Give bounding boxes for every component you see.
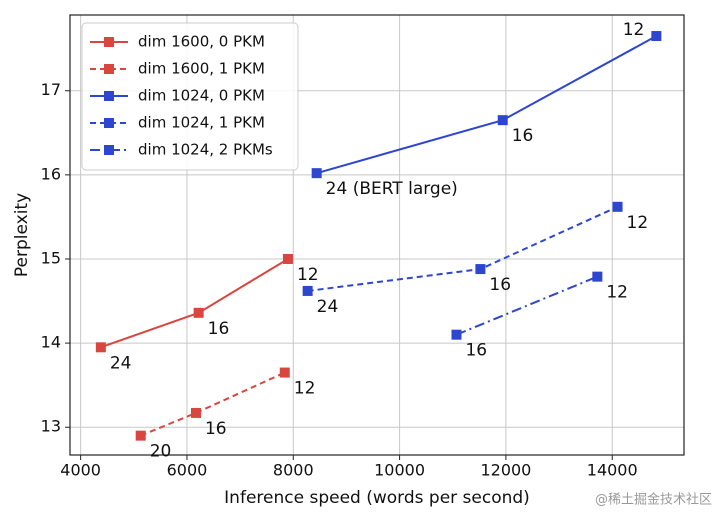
data-point	[311, 168, 322, 179]
y-axis-label: Perplexity	[12, 193, 32, 277]
series-line	[456, 275, 598, 336]
x-tick-label: 14000	[587, 461, 638, 480]
data-point	[135, 430, 146, 441]
watermark: @稀土掘金技术社区	[595, 492, 712, 508]
legend-label: dim 1024, 0 PKM	[138, 87, 265, 105]
point-label: 12	[606, 283, 628, 303]
data-point	[451, 329, 462, 340]
point-label: 20	[150, 442, 172, 462]
x-axis-label: Inference speed (words per second)	[224, 488, 530, 508]
plot-frame	[69, 14, 685, 456]
legend-marker	[104, 64, 114, 74]
data-point	[193, 307, 204, 318]
point-label: 24 (BERT large)	[326, 179, 458, 199]
data-point	[302, 285, 313, 296]
legend-label: dim 1600, 0 PKM	[138, 33, 265, 51]
legend-marker	[104, 118, 114, 128]
legend-label: dim 1024, 1 PKM	[138, 114, 265, 132]
data-point	[475, 264, 486, 275]
legend-marker	[104, 37, 114, 47]
point-label: 12	[623, 20, 645, 40]
x-tick-label: 4000	[60, 461, 101, 480]
point-label: 24	[317, 297, 339, 317]
point-label: 16	[512, 126, 534, 146]
series-line	[316, 35, 657, 175]
y-tick-label: 14	[41, 333, 61, 352]
data-point	[612, 201, 623, 212]
legend-label: dim 1600, 1 PKM	[138, 60, 265, 78]
data-point	[279, 367, 290, 378]
y-tick-label: 15	[41, 248, 61, 267]
x-tick-label: 8000	[273, 461, 314, 480]
y-tick-label: 17	[41, 80, 61, 99]
legend-label: dim 1024, 2 PKMs	[138, 141, 273, 159]
data-point	[651, 31, 662, 42]
point-label: 16	[205, 419, 227, 439]
data-point	[95, 342, 106, 353]
x-tick-label: 10000	[374, 461, 425, 480]
series-line	[140, 371, 286, 437]
series-line	[307, 205, 618, 292]
x-tick-label: 12000	[480, 461, 531, 480]
point-label: 12	[294, 379, 316, 399]
point-label: 16	[489, 275, 511, 295]
point-label: 16	[208, 319, 230, 339]
data-point	[592, 271, 603, 282]
series-line	[100, 258, 289, 349]
legend-box	[81, 22, 299, 171]
y-tick-label: 13	[41, 417, 61, 436]
y-tick-label: 16	[41, 164, 61, 183]
x-tick-label: 6000	[167, 461, 208, 480]
data-point	[282, 253, 293, 264]
point-label: 12	[627, 213, 649, 233]
point-label: 24	[110, 353, 132, 373]
point-label: 12	[297, 265, 319, 285]
data-point	[190, 407, 201, 418]
point-label: 16	[465, 341, 487, 361]
legend-marker	[104, 91, 114, 101]
legend-marker	[104, 145, 114, 155]
data-point	[497, 115, 508, 126]
